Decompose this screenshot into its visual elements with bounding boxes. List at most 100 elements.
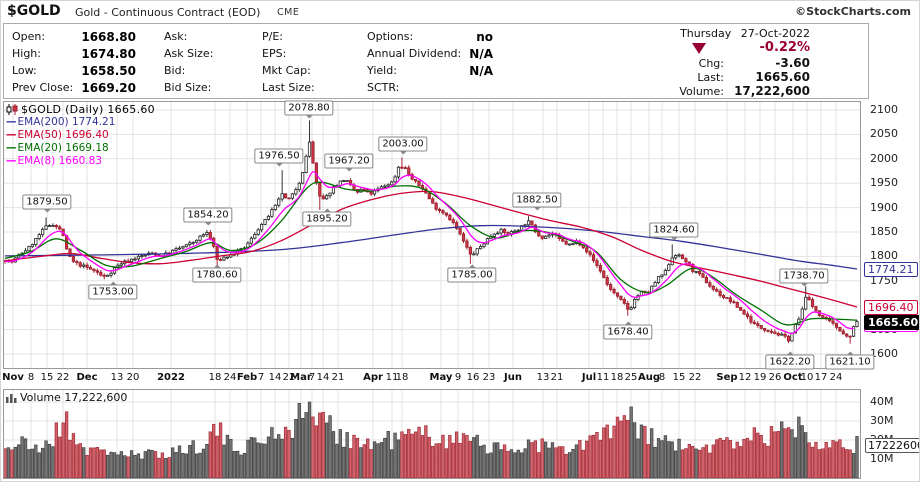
summary-date: 27-Oct-2022 bbox=[740, 27, 810, 40]
x-tick-label: 18 bbox=[610, 372, 624, 383]
volume-row: Volume: 17,222,600 bbox=[679, 84, 810, 98]
quote-label: Bid: bbox=[164, 64, 186, 77]
x-tick-label: 26 bbox=[768, 372, 782, 383]
price-axis-label: 1900 bbox=[870, 200, 898, 214]
x-tick-label: 23 bbox=[482, 372, 496, 383]
price-chart-pane[interactable] bbox=[3, 101, 861, 369]
price-axis-label: 2000 bbox=[870, 151, 898, 165]
annotation-callout: 1753.00 bbox=[88, 281, 138, 300]
volume-bars-icon bbox=[6, 393, 17, 403]
x-tick-label: 21 bbox=[550, 372, 564, 383]
x-tick-label: 7 bbox=[308, 372, 316, 383]
quote-label: Yield: bbox=[367, 64, 397, 77]
ema-legend-label: EMA(200) 1774.21 bbox=[17, 116, 116, 128]
quote-panel: Thursday 27-Oct-2022 -0.22% Chg: -3.60 La… bbox=[3, 23, 869, 99]
x-tick-label: 25 bbox=[624, 372, 638, 383]
quote-label: SCTR: bbox=[367, 81, 400, 94]
price-axis-label: 1950 bbox=[870, 176, 898, 190]
annotation-callout: 1882.50 bbox=[512, 192, 562, 211]
x-tick-label: Sep bbox=[716, 372, 738, 383]
ema-legend-item: — EMA(8) 1660.83 bbox=[6, 155, 155, 168]
volume-axis-label: 10M bbox=[870, 452, 894, 465]
price-axis-label: 1600 bbox=[870, 347, 898, 360]
x-tick-label: 19 bbox=[753, 372, 767, 383]
last-price-axis-box: 1665.60 bbox=[864, 314, 919, 330]
x-tick-label: 18 bbox=[395, 372, 409, 383]
quote-label: Open: bbox=[12, 30, 46, 43]
chart-legend: $GOLD (Daily) 1665.60 — EMA(200) 1774.21—… bbox=[6, 103, 155, 168]
x-tick-label: 13 bbox=[110, 372, 124, 383]
x-tick-label: 8 bbox=[658, 372, 666, 383]
summary-date-row: Thursday 27-Oct-2022 bbox=[680, 27, 810, 40]
quote-label: Bid Size: bbox=[164, 81, 212, 94]
legend-title: $GOLD (Daily) 1665.60 bbox=[21, 103, 155, 116]
annotation-callout: 1622.20 bbox=[765, 351, 815, 370]
volume-axis-label: 30M bbox=[870, 414, 894, 427]
quote-label: Last Size: bbox=[262, 81, 315, 94]
price-axis-label: 1800 bbox=[870, 249, 898, 263]
x-tick-label: 22 bbox=[282, 372, 296, 383]
annotation-callout: 1738.70 bbox=[779, 268, 829, 287]
volume-label: Volume: bbox=[679, 85, 724, 98]
annotation-callout: 1895.20 bbox=[302, 208, 352, 227]
ema-legend-item: — EMA(200) 1774.21 bbox=[6, 116, 155, 129]
x-tick-label: 22 bbox=[688, 372, 702, 383]
annotation-callout: 1621.10 bbox=[825, 351, 875, 370]
annotation-callout: 1785.00 bbox=[447, 264, 497, 283]
ema-legend-item: — EMA(20) 1669.18 bbox=[6, 142, 155, 155]
x-tick-label: 21 bbox=[331, 372, 345, 383]
x-tick-label: 15 bbox=[40, 372, 54, 383]
last-value: 1665.60 bbox=[755, 70, 810, 84]
price-axis-label: 2050 bbox=[870, 127, 898, 141]
volume-axis-label: 40M bbox=[870, 395, 894, 408]
price-axis-box: 1696.40 bbox=[864, 299, 918, 315]
x-tick-label: Dec bbox=[76, 372, 98, 383]
quote-label: P/E: bbox=[262, 30, 283, 43]
x-tick-label: 16 bbox=[466, 372, 480, 383]
quote-value: 1668.80 bbox=[81, 30, 136, 44]
legend-title-row: $GOLD (Daily) 1665.60 bbox=[6, 103, 155, 116]
volume-bars-chart bbox=[4, 390, 860, 478]
annotation-callout: 1678.40 bbox=[603, 321, 653, 340]
volume-legend: Volume 17,222,600 bbox=[6, 391, 127, 404]
price-axis-label: 1850 bbox=[870, 225, 898, 238]
ema-color-dash: — bbox=[6, 155, 17, 167]
volume-pane[interactable] bbox=[3, 389, 861, 479]
x-tick-label: Jul bbox=[581, 372, 597, 383]
quote-label: Annual Dividend: bbox=[367, 47, 462, 60]
annotation-callout: 1824.60 bbox=[649, 222, 699, 241]
ema-legend-label: EMA(8) 1660.83 bbox=[17, 155, 103, 167]
annotation-callout: 2078.80 bbox=[284, 100, 334, 119]
volume-axis-box: 17222600 bbox=[865, 438, 919, 454]
quote-value: 1674.80 bbox=[81, 47, 136, 61]
quote-label: Low: bbox=[12, 64, 37, 77]
volume-legend-label: Volume 17,222,600 bbox=[20, 391, 128, 404]
quote-label: Prev Close: bbox=[12, 81, 74, 94]
x-tick-label: 8 bbox=[27, 372, 35, 383]
x-tick-label: 22 bbox=[56, 372, 70, 383]
ema-legend-label: EMA(50) 1696.40 bbox=[17, 129, 109, 141]
x-tick-label: 11 bbox=[596, 372, 610, 383]
quote-label: Options: bbox=[367, 30, 414, 43]
annotation-callout: 1879.50 bbox=[22, 194, 72, 213]
x-tick-label: 17 bbox=[814, 372, 828, 383]
price-axis-label: 2100 bbox=[870, 103, 898, 116]
quote-value: N/A bbox=[469, 47, 493, 61]
price-axis-box: 1774.21 bbox=[864, 261, 918, 277]
x-tick-label: Jun bbox=[504, 372, 522, 383]
instrument-name: Gold - Continuous Contract (EOD) bbox=[75, 6, 261, 19]
ema-color-dash: — bbox=[6, 129, 17, 141]
x-tick-label: 24 bbox=[223, 372, 237, 383]
annotation-callout: 1780.60 bbox=[192, 264, 242, 283]
change-label: Chg: bbox=[698, 57, 724, 70]
annotation-callout: 1854.20 bbox=[183, 207, 233, 226]
x-tick-label: 9 bbox=[454, 372, 462, 383]
x-tick-label: 14 bbox=[268, 372, 282, 383]
quote-label: Ask Size: bbox=[164, 47, 214, 60]
ema-color-dash: — bbox=[6, 142, 17, 154]
x-tick-label: 11 bbox=[385, 372, 399, 383]
x-tick-label: Apr bbox=[363, 372, 383, 383]
quote-value: no bbox=[476, 30, 493, 44]
candlestick-icon bbox=[6, 104, 18, 115]
